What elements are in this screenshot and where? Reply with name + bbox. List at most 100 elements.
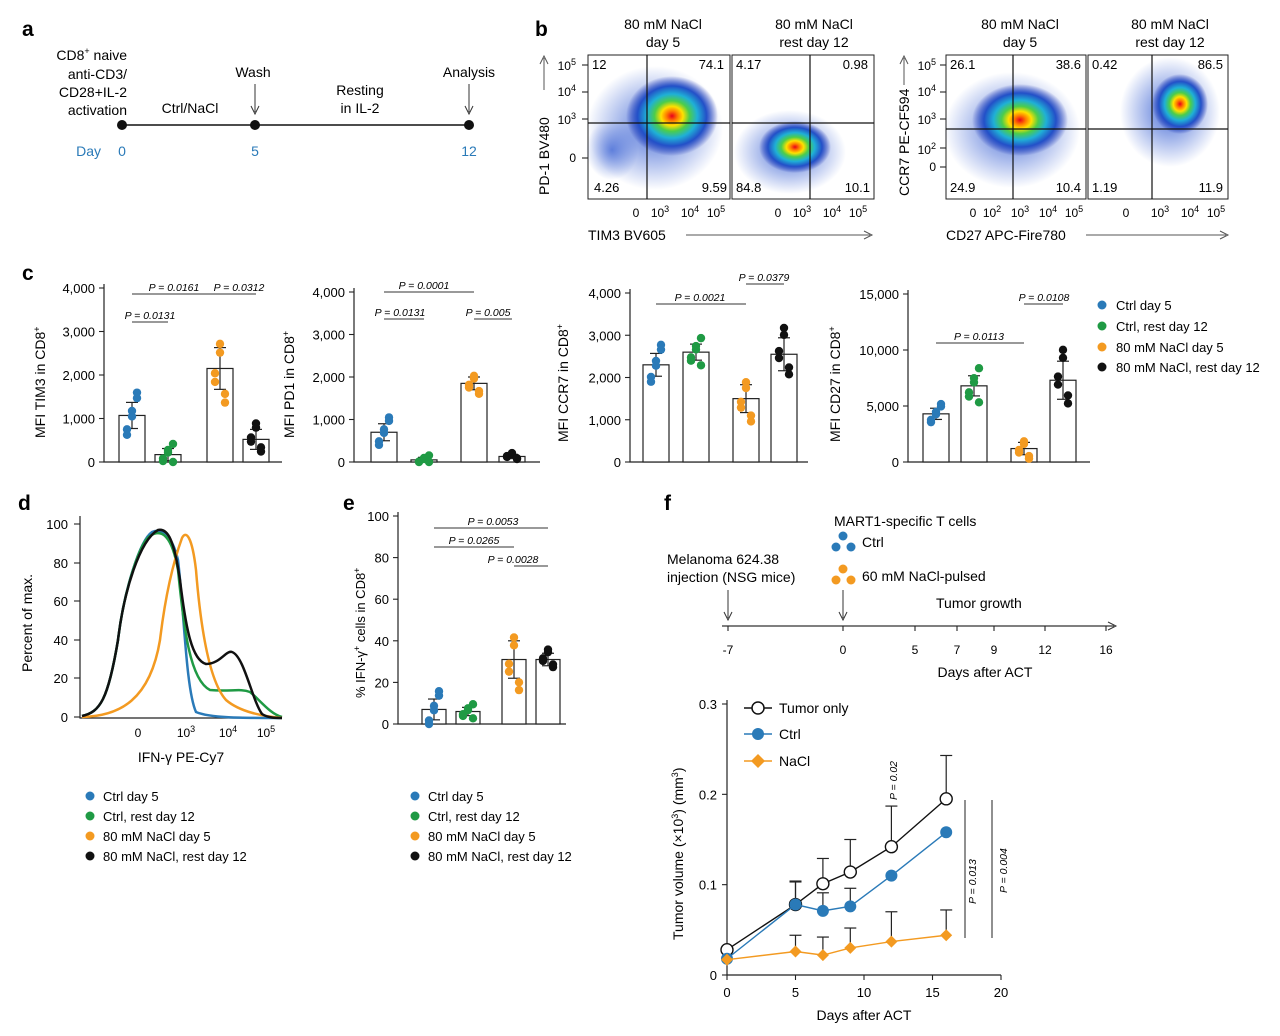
x-tick-label: 0	[723, 985, 730, 1000]
legend-marker-tumor-only	[751, 701, 765, 715]
data-point-ctrl	[844, 900, 857, 913]
data-point-nacl-day5	[504, 659, 514, 668]
panel-b-right-col1-line1: 80 mM NaCl	[981, 16, 1059, 32]
facs-plot-ccr7-cd27-day5: 26.1 38.6 24.9 10.4	[944, 54, 1087, 200]
data-point-ctrl-rest12	[424, 457, 434, 467]
x-tick-label: 10	[857, 985, 871, 1000]
pvalue-label: P = 0.004	[998, 848, 1010, 893]
svg-text:104: 104	[681, 204, 699, 220]
data-point-nacl-rest12	[1058, 353, 1068, 363]
y-tick-label: 4,000	[588, 286, 621, 301]
pvalue-label: P = 0.0131	[125, 310, 176, 322]
panel-b-right-xticks: 0 102 103 104 105 0 103 104 105	[970, 204, 1226, 220]
y-tick-label: 0	[88, 455, 95, 470]
series-line-nacl	[726, 934, 947, 961]
pvalue-label: P = 0.0131	[375, 307, 426, 319]
legend-dot-ctrl-rest12	[1097, 321, 1107, 331]
pvalue-label: P = 0.0053	[468, 516, 519, 528]
bar-ctrl-rest12	[682, 351, 710, 463]
data-point-nacl-rest12	[251, 419, 261, 428]
legend-label: 80 mM NaCl, rest day 12	[103, 849, 247, 864]
panel-label-d: d	[18, 492, 31, 515]
y-tick-label: 1,000	[312, 413, 345, 428]
data-point-ctrl-rest12	[974, 398, 984, 407]
panel-b-right-col2-line2: rest day 12	[1135, 34, 1204, 50]
facs-q-bl: 4.26	[594, 180, 619, 195]
svg-text:105: 105	[918, 57, 936, 73]
data-point-nacl-rest12	[1053, 372, 1063, 381]
data-point-nacl-day5	[210, 369, 220, 378]
y-tick-label: 0	[614, 455, 621, 470]
y-tick-label: 3,000	[588, 328, 621, 343]
data-point-nacl-rest12	[1053, 380, 1063, 389]
pvalue-label: P = 0.0028	[488, 554, 539, 566]
facs-q-br: 10.4	[1056, 180, 1081, 195]
svg-text:103: 103	[793, 204, 811, 220]
bar-chart-mfi-tim3: 4,000 3,000 2,000 1,000 0 MFI TIM3 in CD8+	[32, 281, 282, 470]
data-point-nacl-day5	[220, 398, 230, 407]
bar-nacl-rest12	[770, 353, 798, 463]
pvalue-label: P = 0.0001	[399, 280, 450, 292]
svg-text:104: 104	[823, 204, 841, 220]
bar-ctrl-day5	[922, 413, 950, 463]
legend-dot-ctrl-rest12	[410, 811, 420, 821]
data-point-tumor-only	[816, 877, 830, 891]
svg-text:40: 40	[54, 633, 68, 648]
data-point-nacl-day5	[746, 417, 756, 426]
data-point-ctrl-rest12	[168, 457, 178, 467]
legend-dot-ctrl-day5	[85, 791, 95, 801]
legend-label: Ctrl, rest day 12	[103, 809, 195, 824]
svg-text:7: 7	[954, 643, 961, 657]
svg-text:12: 12	[1038, 643, 1052, 657]
facs-q-br: 11.9	[1199, 180, 1223, 195]
data-point-nacl-day5	[741, 383, 751, 393]
data-point-ctrl-day5	[379, 425, 389, 434]
pvalue-label: P = 0.013	[967, 859, 979, 904]
data-point-nacl-day5	[736, 397, 746, 407]
panel-a-analysis-arrowhead	[464, 105, 474, 116]
data-point-ctrl-rest12	[696, 333, 706, 343]
y-tick-label: 60	[375, 592, 389, 607]
panel-a-wash-label: Wash	[235, 64, 270, 80]
facs-q-tl: 4.17	[736, 57, 761, 72]
svg-text:-7: -7	[723, 643, 734, 657]
panel-b-left-col1-line1: 80 mM NaCl	[624, 16, 702, 32]
svg-text:100: 100	[46, 517, 68, 532]
data-point-ctrl-rest12	[964, 388, 974, 397]
panel-c-legend: Ctrl day 5 Ctrl, rest day 12 80 mM NaCl …	[1097, 298, 1260, 375]
svg-text:103: 103	[918, 111, 936, 127]
facs-q-bl: 1.19	[1092, 180, 1117, 195]
svg-text:0: 0	[775, 206, 782, 220]
data-point-nacl	[885, 935, 898, 948]
data-point-nacl-day5	[514, 685, 524, 695]
y-axis-label: MFI CCR7 in CD8+	[555, 324, 571, 442]
y-tick-label: 2,000	[312, 370, 345, 385]
data-point-ctrl-rest12	[158, 454, 168, 463]
panel-f-ylabel: Tumor volume (×103) (mm3)	[670, 768, 686, 941]
data-point-nacl	[844, 941, 857, 954]
data-point-nacl-day5	[210, 377, 220, 387]
y-axis-label: MFI CD27 in CD8+	[827, 326, 843, 442]
histogram-curve-nacl-rest12	[81, 528, 283, 720]
svg-text:105: 105	[707, 204, 725, 220]
svg-text:0: 0	[1123, 206, 1130, 220]
series-line-ctrl	[726, 831, 947, 960]
legend-marker-ctrl	[752, 728, 764, 740]
cells-icon-ctrl	[831, 531, 856, 552]
y-tick-label: 3,000	[62, 325, 95, 340]
data-point-nacl-rest12	[779, 323, 789, 333]
histogram-xticks: 0 103 104 105	[135, 724, 276, 740]
data-point-ctrl-day5	[384, 413, 394, 422]
y-tick-label: 80	[375, 551, 389, 566]
legend-label: Ctrl, rest day 12	[1116, 319, 1208, 334]
data-point-ctrl-rest12	[463, 704, 473, 713]
svg-text:103: 103	[558, 111, 576, 127]
y-tick-label: 0.1	[699, 878, 717, 893]
pvalue-label: P = 0.0113	[954, 331, 1004, 343]
y-tick-label: 0	[338, 455, 345, 470]
data-point-ctrl-rest12	[163, 445, 173, 455]
panel-b-left-col1-line2: day 5	[646, 34, 680, 50]
y-tick-label: 2,000	[588, 371, 621, 386]
bar-chart-mfi-ccr7: 4,000 3,000 2,000 1,000 0 MFI CCR7 in CD8+	[555, 283, 808, 470]
